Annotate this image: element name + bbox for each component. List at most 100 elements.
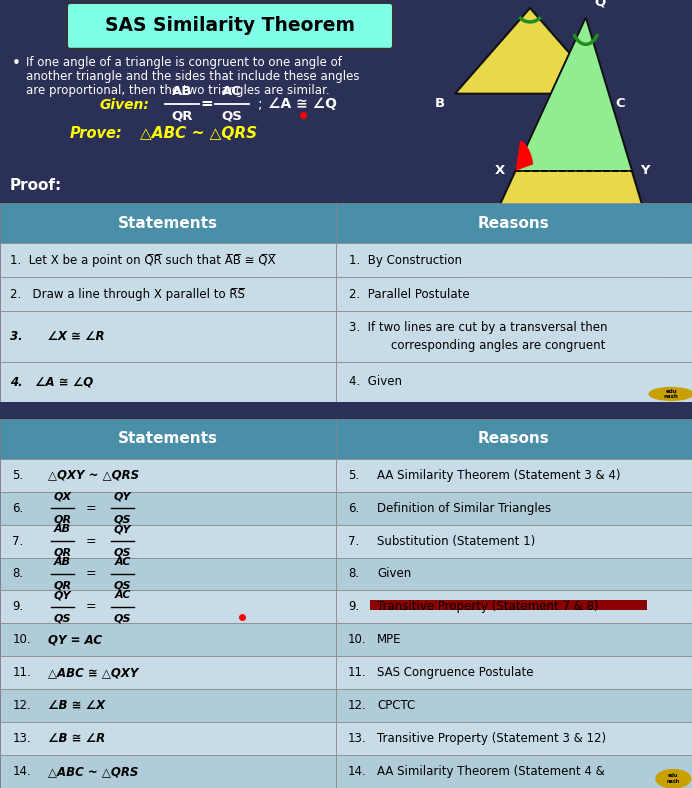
FancyBboxPatch shape: [0, 203, 336, 243]
FancyBboxPatch shape: [336, 722, 692, 755]
FancyBboxPatch shape: [0, 277, 336, 311]
Text: 1.  By Construction: 1. By Construction: [349, 254, 462, 267]
Text: 12.: 12.: [348, 699, 367, 712]
Text: •: •: [12, 56, 21, 71]
FancyBboxPatch shape: [336, 558, 692, 590]
FancyBboxPatch shape: [0, 459, 336, 492]
Text: =: =: [201, 96, 213, 111]
Text: QR: QR: [171, 110, 193, 123]
Text: AC: AC: [114, 557, 131, 567]
FancyBboxPatch shape: [0, 690, 336, 722]
FancyBboxPatch shape: [336, 690, 692, 722]
Text: 13.: 13.: [12, 732, 31, 745]
Text: QY: QY: [53, 590, 71, 600]
FancyBboxPatch shape: [0, 419, 336, 459]
Text: AA Similarity Theorem (Statement 4 &: AA Similarity Theorem (Statement 4 &: [377, 765, 605, 778]
Text: edu
nash: edu nash: [664, 388, 679, 400]
Text: Given: Given: [377, 567, 411, 581]
FancyBboxPatch shape: [0, 525, 336, 558]
FancyBboxPatch shape: [336, 623, 692, 656]
Text: 9.: 9.: [348, 600, 359, 613]
Text: MPE: MPE: [377, 634, 401, 646]
Wedge shape: [439, 302, 460, 337]
Text: AB: AB: [54, 557, 71, 567]
Text: SAS Similarity Theorem: SAS Similarity Theorem: [105, 17, 355, 35]
FancyBboxPatch shape: [370, 600, 647, 611]
Text: △ABC ~ △QRS: △ABC ~ △QRS: [48, 765, 139, 778]
Text: R: R: [421, 342, 431, 355]
Text: 2.  Parallel Postulate: 2. Parallel Postulate: [349, 288, 470, 301]
FancyBboxPatch shape: [336, 277, 692, 311]
FancyBboxPatch shape: [336, 590, 692, 623]
Text: QR: QR: [53, 581, 71, 591]
FancyBboxPatch shape: [0, 722, 336, 755]
Text: Reasons: Reasons: [478, 216, 549, 231]
Text: Reasons: Reasons: [478, 432, 549, 447]
Text: Q: Q: [594, 0, 605, 9]
Text: △QXY ~ △QRS: △QXY ~ △QRS: [48, 469, 140, 481]
Text: QS: QS: [113, 515, 131, 525]
Text: 4.   ∠A ≅ ∠Q: 4. ∠A ≅ ∠Q: [10, 375, 93, 388]
Text: ∠A ≅ ∠Q: ∠A ≅ ∠Q: [268, 97, 337, 110]
Text: QX: QX: [53, 492, 71, 501]
Text: Definition of Similar Triangles: Definition of Similar Triangles: [377, 502, 552, 515]
Text: ;: ;: [258, 97, 263, 110]
FancyBboxPatch shape: [0, 243, 336, 277]
Text: AC: AC: [114, 590, 131, 600]
Text: SAS Congruence Postulate: SAS Congruence Postulate: [377, 667, 534, 679]
Text: 13.: 13.: [348, 732, 367, 745]
Circle shape: [656, 770, 691, 788]
Text: 9.: 9.: [12, 600, 24, 613]
Text: 6.: 6.: [12, 502, 24, 515]
Text: QS: QS: [221, 110, 242, 123]
Text: QS: QS: [113, 581, 131, 591]
FancyBboxPatch shape: [336, 459, 692, 492]
Polygon shape: [455, 8, 605, 94]
Wedge shape: [516, 140, 534, 171]
Text: Substitution (Statement 1): Substitution (Statement 1): [377, 534, 536, 548]
Text: QR: QR: [53, 515, 71, 525]
Text: Proof:: Proof:: [10, 178, 62, 193]
Text: 5.: 5.: [12, 469, 24, 481]
Text: 11.: 11.: [348, 667, 367, 679]
Text: 8.: 8.: [12, 567, 24, 581]
Text: =: =: [86, 534, 97, 548]
Text: 5.: 5.: [348, 469, 359, 481]
Text: ∠B ≅ ∠R: ∠B ≅ ∠R: [48, 732, 106, 745]
Text: Prove:: Prove:: [70, 126, 122, 141]
Text: 3.  If two lines are cut by a transversal then: 3. If two lines are cut by a transversal…: [349, 321, 608, 334]
Text: B: B: [435, 97, 445, 110]
Polygon shape: [516, 18, 632, 171]
Text: QY: QY: [113, 492, 131, 501]
Text: 10.: 10.: [348, 634, 367, 646]
Text: edu
nash: edu nash: [666, 773, 680, 784]
Text: 10.: 10.: [12, 634, 31, 646]
Text: =: =: [86, 600, 97, 613]
Text: Statements: Statements: [118, 216, 218, 231]
Text: Given:: Given:: [100, 98, 150, 112]
Text: 6.: 6.: [348, 502, 359, 515]
Text: QS: QS: [53, 614, 71, 623]
Text: 1.  Let X be a point on Q̅R̅ such that A̅B̅ ≅ Q̅X̅: 1. Let X be a point on Q̅R̅ such that A̅…: [10, 254, 276, 267]
FancyBboxPatch shape: [0, 656, 336, 690]
Text: △ABC ~ △QRS: △ABC ~ △QRS: [140, 126, 257, 141]
FancyBboxPatch shape: [0, 492, 336, 525]
FancyBboxPatch shape: [336, 755, 692, 788]
FancyBboxPatch shape: [336, 525, 692, 558]
Text: QY: QY: [113, 524, 131, 534]
Text: Y: Y: [640, 165, 650, 177]
FancyBboxPatch shape: [67, 3, 393, 49]
Text: QS: QS: [113, 548, 131, 558]
Text: 8.: 8.: [348, 567, 359, 581]
Text: 3.      ∠X ≅ ∠R: 3. ∠X ≅ ∠R: [10, 330, 105, 343]
Text: Statements: Statements: [118, 432, 218, 447]
Text: S: S: [687, 342, 692, 355]
Text: QS: QS: [113, 614, 131, 623]
FancyBboxPatch shape: [336, 203, 692, 243]
Text: 2.   Draw a line through X parallel to R̅S̅: 2. Draw a line through X parallel to R̅S…: [10, 288, 245, 301]
Text: AB: AB: [172, 84, 192, 98]
Text: △ABC ≅ △QXY: △ABC ≅ △QXY: [48, 667, 139, 679]
Text: If one angle of a triangle is congruent to one angle of: If one angle of a triangle is congruent …: [26, 56, 342, 69]
Text: 7.: 7.: [12, 534, 24, 548]
Circle shape: [649, 388, 692, 400]
